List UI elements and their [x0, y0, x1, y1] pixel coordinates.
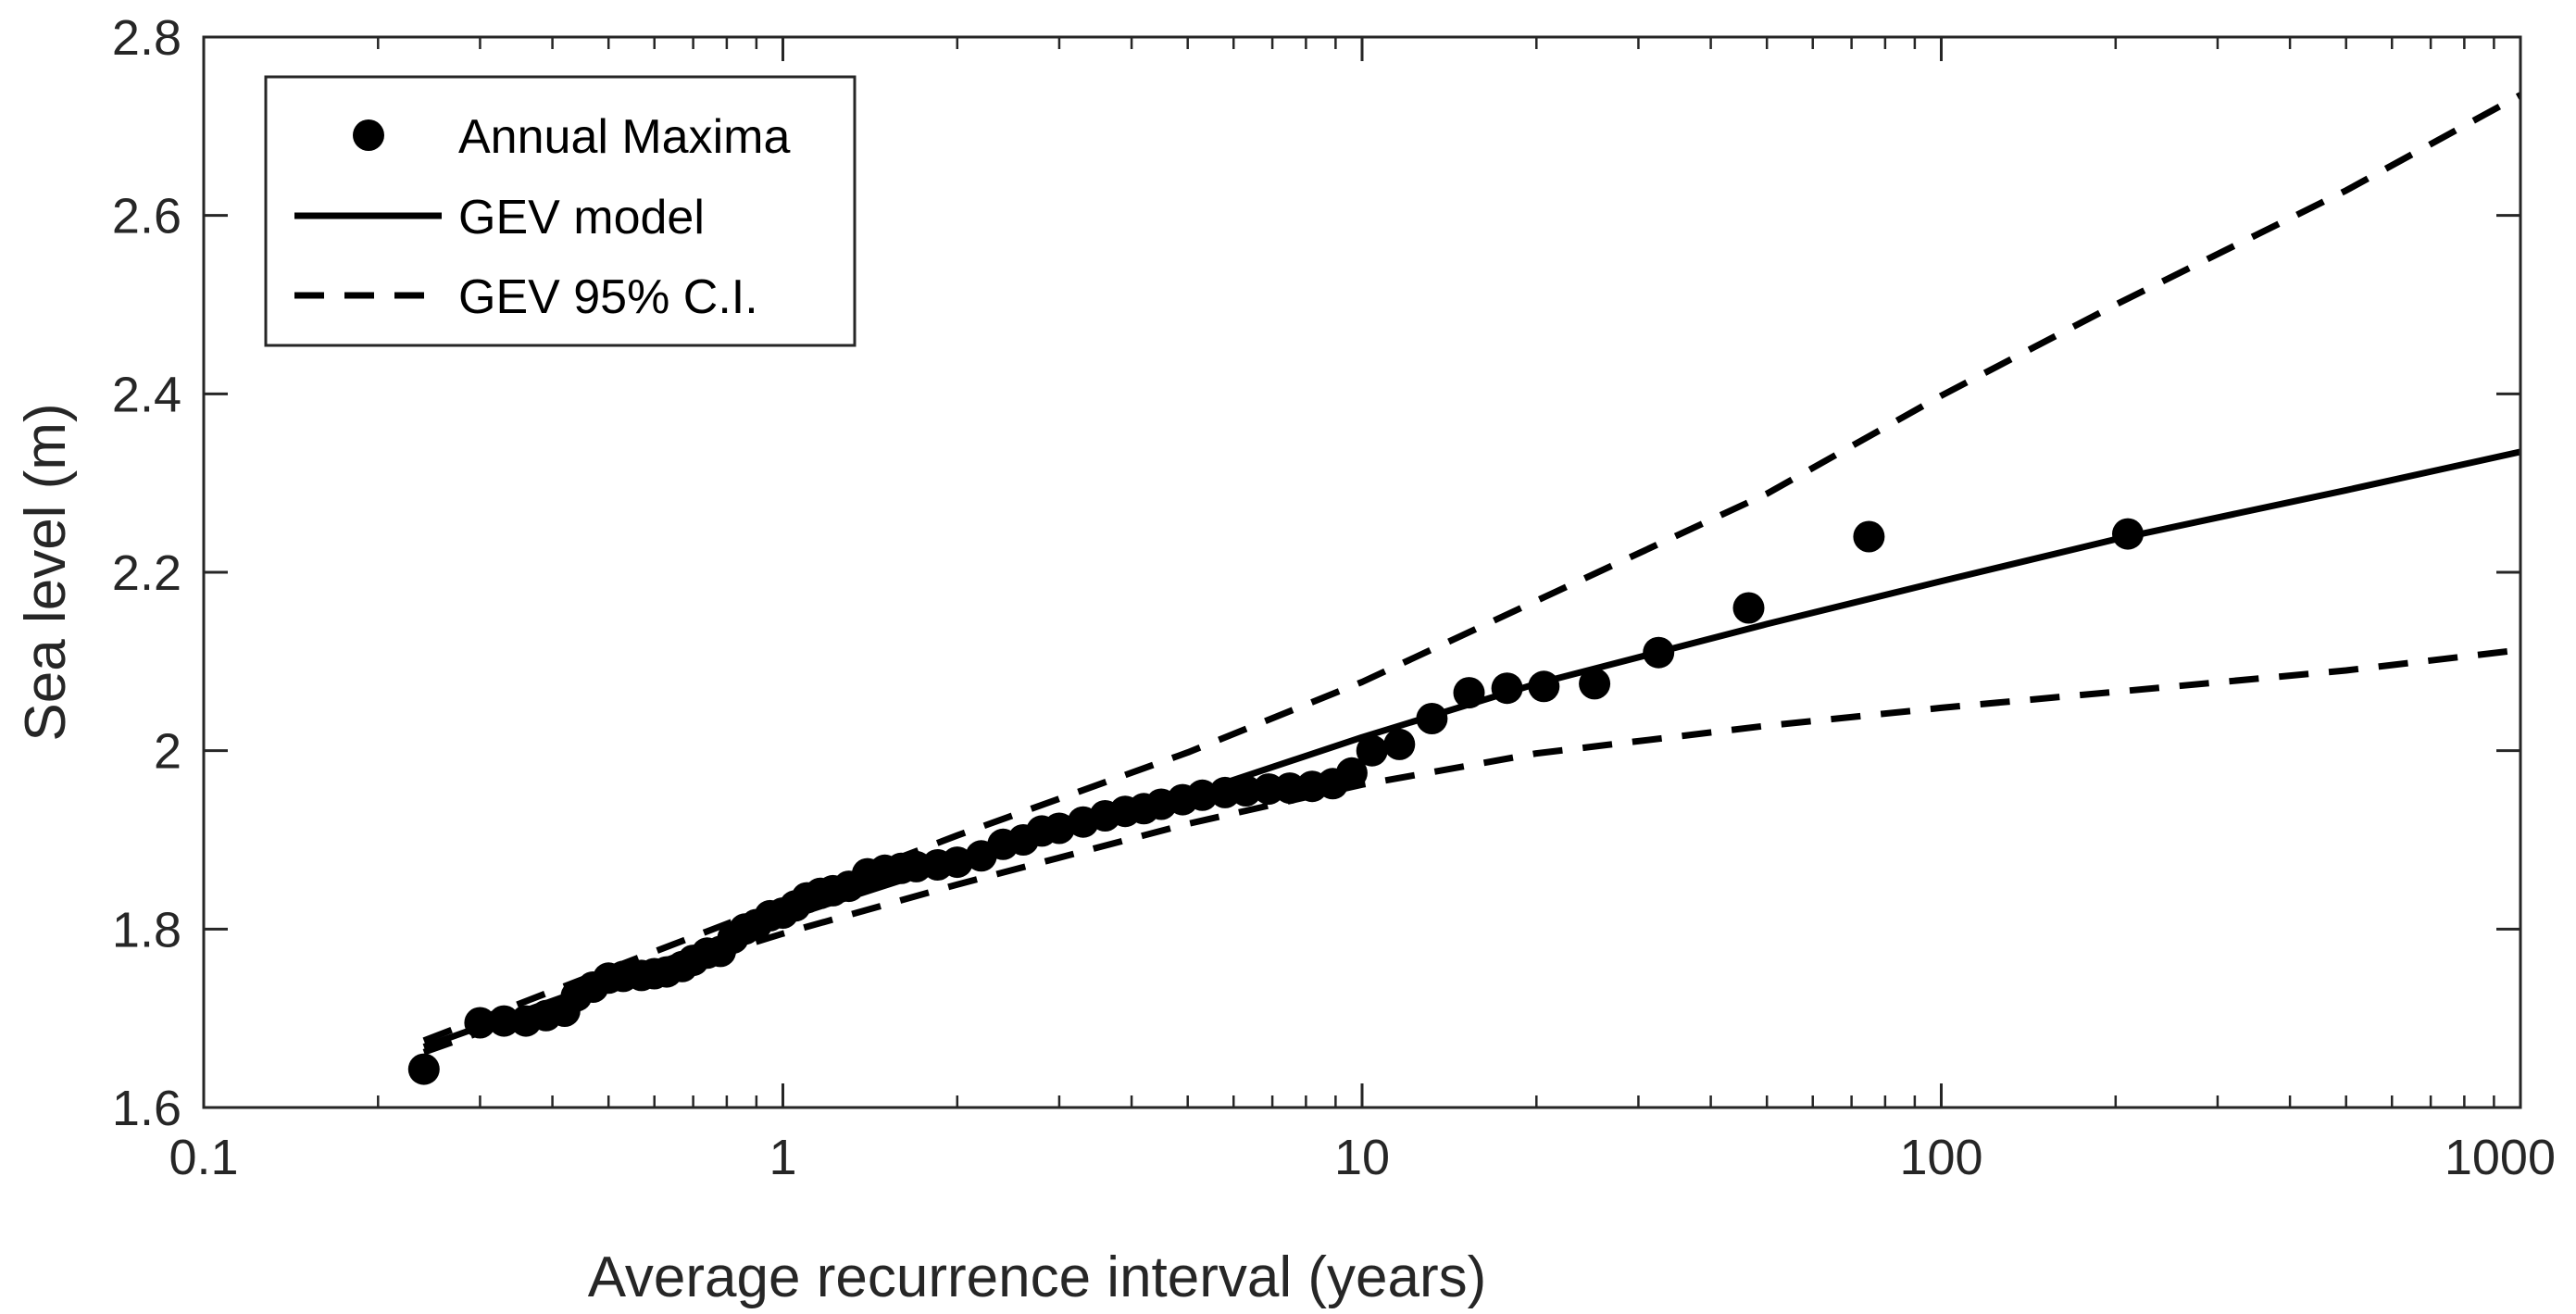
y-axis-title: Sea level (m) [14, 403, 78, 741]
annual-maxima-point [1491, 672, 1523, 705]
legend-label-gev-model: GEV model [458, 191, 705, 244]
annual-maxima-point [1230, 775, 1262, 807]
annual-maxima-point [1579, 668, 1611, 700]
annual-maxima-point [464, 1007, 496, 1039]
gev-ci-line [422, 646, 2520, 1056]
annual-maxima-point [1335, 757, 1368, 789]
x-tick-label: 100 [1899, 1130, 1982, 1185]
annual-maxima-point [1453, 677, 1485, 709]
annual-maxima-point [1356, 734, 1388, 767]
annual-maxima-points [407, 518, 2144, 1085]
annual-maxima-point [1853, 520, 1885, 553]
legend-label-annual-maxima: Annual Maxima [458, 110, 790, 164]
y-tick-label: 2.2 [112, 545, 181, 601]
x-axis-title: Average recurrence interval (years) [588, 1245, 1487, 1309]
annual-maxima-point [488, 1005, 520, 1037]
annual-maxima-point [1643, 636, 1675, 669]
x-tick-label: 1000 [2445, 1130, 2556, 1185]
x-tick-label: 10 [1334, 1130, 1390, 1185]
y-tick-label: 2.6 [112, 189, 181, 244]
y-tick-label: 2.8 [112, 10, 181, 66]
x-tick-label: 1 [769, 1130, 796, 1185]
annual-maxima-point [1273, 772, 1306, 805]
annual-maxima-point [1528, 670, 1560, 703]
annual-maxima-point [941, 846, 973, 879]
annual-maxima-point [1043, 812, 1075, 845]
annual-maxima-point [2112, 518, 2144, 550]
axis-tick-labels: 0.1 1 10 100 1000 1.6 1.8 2 2.2 2.4 2.6 2.8 [112, 10, 2556, 1185]
annual-maxima-point [1383, 728, 1416, 760]
y-tick-label: 1.8 [112, 902, 181, 957]
legend-label-gev-ci: GEV 95% C.I. [458, 270, 758, 324]
legend: Annual Maxima GEV model GEV 95% C.I. [264, 75, 857, 347]
annual-maxima-point [1416, 703, 1448, 734]
axis-ticks [202, 35, 2522, 1109]
x-tick-label: 0.1 [169, 1130, 238, 1185]
annual-maxima-point [1732, 592, 1765, 624]
annual-maxima-point [407, 1053, 440, 1085]
legend-marker-annual-maxima [353, 119, 384, 151]
y-tick-label: 1.6 [112, 1081, 181, 1136]
y-tick-label: 2 [154, 724, 181, 780]
y-tick-label: 2.4 [112, 367, 181, 422]
